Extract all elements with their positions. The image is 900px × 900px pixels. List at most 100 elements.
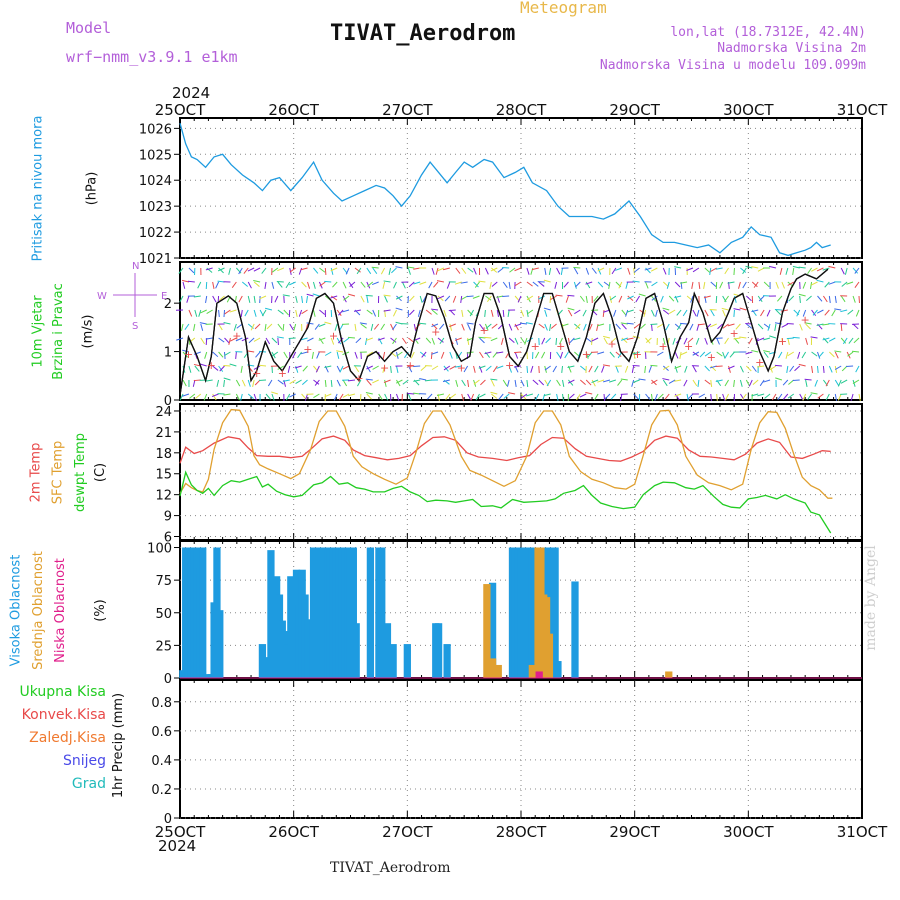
wind-arrow bbox=[674, 379, 682, 382]
x-tick-label-top: 27OCT bbox=[382, 101, 433, 119]
wind-arrow bbox=[248, 337, 255, 344]
wind-arrow bbox=[817, 393, 824, 399]
gust-mark: + bbox=[505, 359, 514, 372]
wind-arrow bbox=[514, 323, 522, 327]
wind-arrow bbox=[568, 379, 574, 386]
wind-arrow bbox=[454, 337, 462, 341]
wind-arrow bbox=[724, 337, 729, 345]
wind-arrow bbox=[205, 267, 213, 271]
wind-arrow bbox=[532, 281, 539, 287]
wind-arrow bbox=[724, 351, 729, 359]
wind-arrow bbox=[193, 379, 201, 382]
wind-arrow bbox=[644, 267, 652, 271]
wind-arrow bbox=[253, 295, 256, 303]
wind-arrow bbox=[408, 337, 415, 343]
wind-arrow bbox=[336, 337, 342, 345]
wind-arrow bbox=[485, 323, 492, 329]
wind-arrow bbox=[396, 295, 402, 302]
wind-arrow bbox=[431, 323, 439, 328]
wind-arrow bbox=[643, 309, 647, 317]
wind-arrow bbox=[519, 322, 527, 325]
wind-arrow bbox=[597, 267, 605, 272]
model-altitude-label: Nadmorska Visina u modelu 109.099m bbox=[599, 58, 866, 73]
wind-arrow bbox=[366, 267, 372, 275]
wind-arrow bbox=[437, 295, 444, 301]
gust-mark: + bbox=[582, 348, 591, 361]
gust-mark: + bbox=[730, 327, 739, 340]
wind-arrow bbox=[816, 267, 824, 272]
wind-arrow bbox=[388, 267, 392, 275]
wind-arrow bbox=[562, 379, 565, 387]
wind-arrow bbox=[470, 393, 475, 401]
wind-arrow bbox=[822, 323, 830, 326]
wind-arrow bbox=[402, 379, 409, 385]
wind-arrow bbox=[315, 365, 320, 373]
wind-arrow bbox=[384, 295, 388, 303]
wind-arrow bbox=[632, 379, 640, 383]
wind-arrow bbox=[349, 281, 356, 287]
wind-arrow bbox=[497, 267, 504, 273]
wind-arrow bbox=[514, 281, 522, 287]
wind-arrow bbox=[704, 351, 712, 357]
wind-arrow bbox=[392, 309, 397, 317]
wind-arrow bbox=[724, 393, 729, 401]
wind-arrow bbox=[436, 280, 445, 283]
wind-arrow bbox=[766, 309, 771, 317]
wind-arrow bbox=[371, 281, 379, 286]
wind-arrow bbox=[455, 379, 459, 387]
wind-arrow bbox=[467, 393, 472, 401]
wind-arrow bbox=[419, 322, 427, 325]
temp-ytick-label: 6 bbox=[164, 531, 172, 546]
wind-arrow bbox=[425, 379, 433, 382]
wind-arrow bbox=[597, 351, 605, 355]
high_cloud-bar bbox=[443, 644, 451, 678]
wind-arrow bbox=[514, 351, 519, 359]
wind-arrow bbox=[306, 293, 314, 297]
wind-arrow bbox=[544, 323, 548, 331]
wind-arrow bbox=[229, 309, 237, 313]
wind-arrow bbox=[632, 280, 640, 283]
wind-arrow bbox=[692, 309, 697, 317]
wind-arrow bbox=[834, 379, 840, 387]
wind-arrow bbox=[798, 293, 806, 297]
wind-arrow bbox=[538, 379, 545, 386]
wind-arrow bbox=[645, 281, 649, 289]
wind-arrow bbox=[704, 337, 708, 345]
pressure-ytick-label: 1023 bbox=[139, 200, 172, 215]
wind-arrow bbox=[461, 309, 464, 317]
wind-arrow bbox=[847, 351, 854, 357]
wind-arrow bbox=[485, 295, 492, 301]
wind-arrow bbox=[733, 309, 735, 318]
wind-arrow bbox=[490, 391, 498, 395]
wind-arrow bbox=[739, 307, 747, 311]
wind-arrow bbox=[560, 267, 564, 275]
wind-arrow bbox=[698, 281, 701, 290]
wind-arrow bbox=[609, 351, 615, 358]
mid_cloud-bar bbox=[494, 664, 502, 678]
wind-arrow bbox=[218, 309, 220, 318]
wind-arrow bbox=[486, 295, 492, 303]
wind-arrow bbox=[395, 321, 403, 325]
wind-arrow bbox=[238, 295, 243, 303]
wind-arrow bbox=[277, 281, 283, 288]
wind-arrow bbox=[682, 309, 688, 317]
wind-arrow bbox=[392, 337, 397, 345]
wind-arrow bbox=[609, 379, 617, 383]
wind-arrow bbox=[758, 295, 765, 302]
wind-arrow bbox=[704, 379, 711, 385]
cloud-ytick-label: 25 bbox=[155, 639, 172, 654]
wind-arrow bbox=[854, 281, 860, 288]
wind-arrow bbox=[366, 337, 373, 341]
wind-arrow bbox=[823, 337, 829, 344]
wind-arrow bbox=[603, 393, 606, 402]
wind-arrow bbox=[751, 365, 757, 372]
wind-arrow bbox=[846, 365, 854, 367]
wind-arrow bbox=[710, 309, 715, 317]
wind-arrow bbox=[223, 379, 226, 388]
wind-arrow bbox=[716, 393, 718, 402]
wind-arrow bbox=[205, 295, 208, 303]
wind-arrow bbox=[668, 295, 675, 302]
wind-arrow bbox=[339, 365, 344, 373]
wind-arrow bbox=[674, 365, 682, 369]
wind-arrow bbox=[591, 267, 597, 274]
